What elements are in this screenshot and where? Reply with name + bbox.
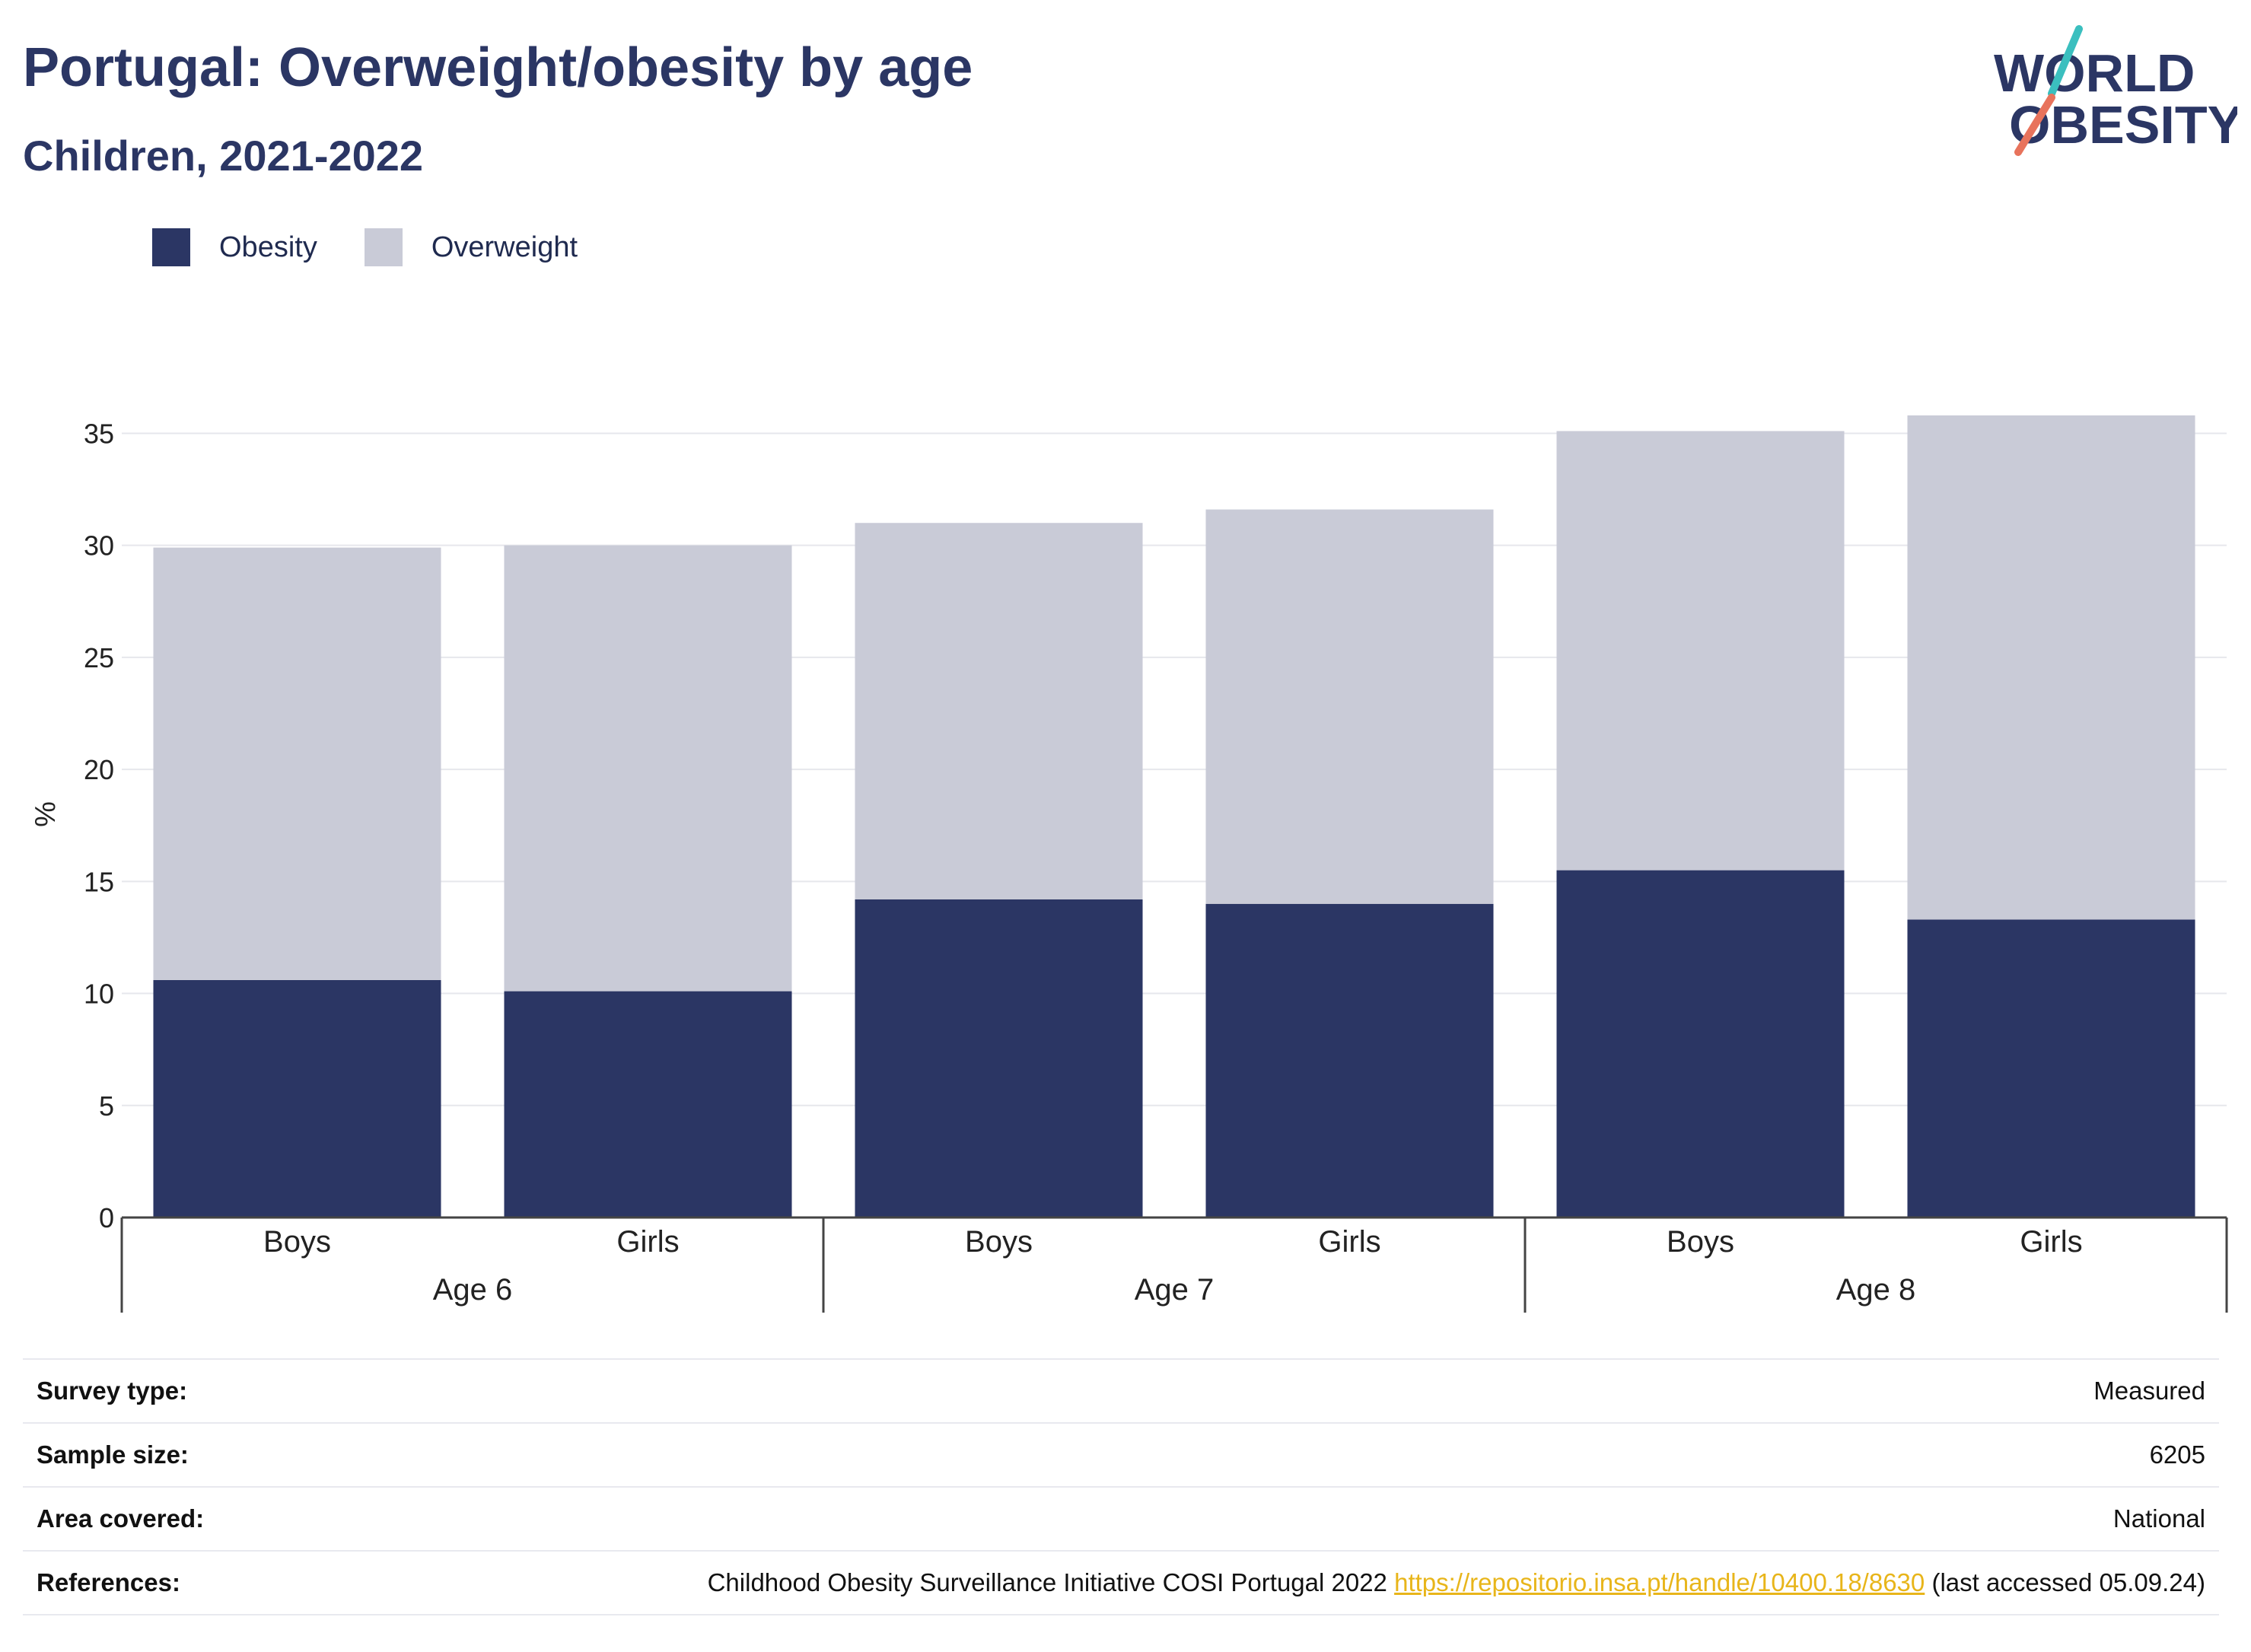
bar-overweight-0[interactable] xyxy=(153,547,441,980)
logo-slash-coral xyxy=(2014,94,2055,156)
meta-value: National xyxy=(271,1486,2219,1552)
bar-obesity-0[interactable] xyxy=(153,979,441,1218)
bar-overweight-1[interactable] xyxy=(504,545,792,992)
meta-key: Area covered: xyxy=(23,1486,272,1552)
x-group-label: Age 6 xyxy=(433,1273,513,1307)
y-tick-label: 15 xyxy=(84,866,114,897)
meta-row-area-covered: Area covered: National xyxy=(23,1486,2219,1552)
meta-key: References: xyxy=(23,1550,272,1615)
y-tick-label: 10 xyxy=(84,979,114,1010)
meta-row-sample-size: Sample size: 6205 xyxy=(23,1422,2219,1488)
bar-overweight-3[interactable] xyxy=(1205,509,1494,904)
y-tick-label: 30 xyxy=(84,530,114,562)
bar-overweight-5[interactable] xyxy=(1907,415,2195,920)
y-tick-label: 35 xyxy=(84,418,114,449)
x-category-label: Boys xyxy=(965,1225,1033,1259)
legend-item-obesity[interactable]: Obesity xyxy=(152,228,317,266)
x-category-label: Girls xyxy=(1318,1225,1380,1259)
reference-accessed: (last accessed 05.09.24) xyxy=(1925,1568,2205,1596)
chart-legend: Obesity Overweight xyxy=(152,228,625,266)
logo-line1: WORLD xyxy=(1994,43,2195,103)
meta-value-references: Childhood Obesity Surveillance Initiativ… xyxy=(271,1550,2219,1615)
bar-obesity-2[interactable] xyxy=(855,899,1143,1218)
reference-text: Childhood Obesity Surveillance Initiativ… xyxy=(707,1568,1395,1596)
y-axis-label: % xyxy=(30,801,62,827)
survey-info-table: Survey type: Measured Sample size: 6205 … xyxy=(23,1358,2219,1615)
reference-link[interactable]: https://repositorio.insa.pt/handle/10400… xyxy=(1394,1568,1925,1596)
bar-obesity-5[interactable] xyxy=(1907,919,2195,1218)
bar-obesity-1[interactable] xyxy=(504,991,792,1218)
legend-label-obesity: Obesity xyxy=(219,231,317,263)
y-tick-label: 20 xyxy=(84,754,114,785)
x-category-label: Boys xyxy=(263,1225,331,1259)
legend-item-overweight[interactable]: Overweight xyxy=(364,228,578,266)
meta-row-survey-type: Survey type: Measured xyxy=(23,1358,2219,1424)
bar-overweight-4[interactable] xyxy=(1556,431,1845,871)
x-category-label: Girls xyxy=(616,1225,679,1259)
chart-title: Portugal: Overweight/obesity by age xyxy=(23,37,973,98)
bar-obesity-4[interactable] xyxy=(1556,870,1845,1218)
meta-value: Measured xyxy=(271,1358,2219,1424)
bar-overweight-2[interactable] xyxy=(855,523,1143,899)
logo-slash-teal xyxy=(2048,25,2083,97)
x-category-label: Girls xyxy=(2020,1225,2082,1259)
legend-label-overweight: Overweight xyxy=(431,231,578,263)
y-tick-label: 25 xyxy=(84,642,114,673)
x-group-label: Age 7 xyxy=(1135,1273,1215,1307)
meta-row-references: References: Childhood Obesity Surveillan… xyxy=(23,1550,2219,1615)
x-category-label: Boys xyxy=(1667,1225,1734,1259)
stacked-bar-chart: 0 5 10 15 20 25 30 35% Boys Girls Boys Girls Boys Gir… xyxy=(30,415,2228,1313)
y-tick-label: 0 xyxy=(99,1202,114,1233)
y-tick-label: 5 xyxy=(99,1090,114,1122)
legend-swatch-overweight xyxy=(364,228,403,266)
meta-key: Survey type: xyxy=(23,1358,272,1424)
world-obesity-logo: WORLD OBESITY xyxy=(1994,25,2237,156)
meta-key: Sample size: xyxy=(23,1422,272,1488)
legend-swatch-obesity xyxy=(152,228,190,266)
bar-obesity-3[interactable] xyxy=(1205,903,1494,1218)
x-group-label: Age 8 xyxy=(1836,1273,1916,1307)
meta-value: 6205 xyxy=(271,1422,2219,1488)
chart-subtitle: Children, 2021-2022 xyxy=(23,132,424,180)
